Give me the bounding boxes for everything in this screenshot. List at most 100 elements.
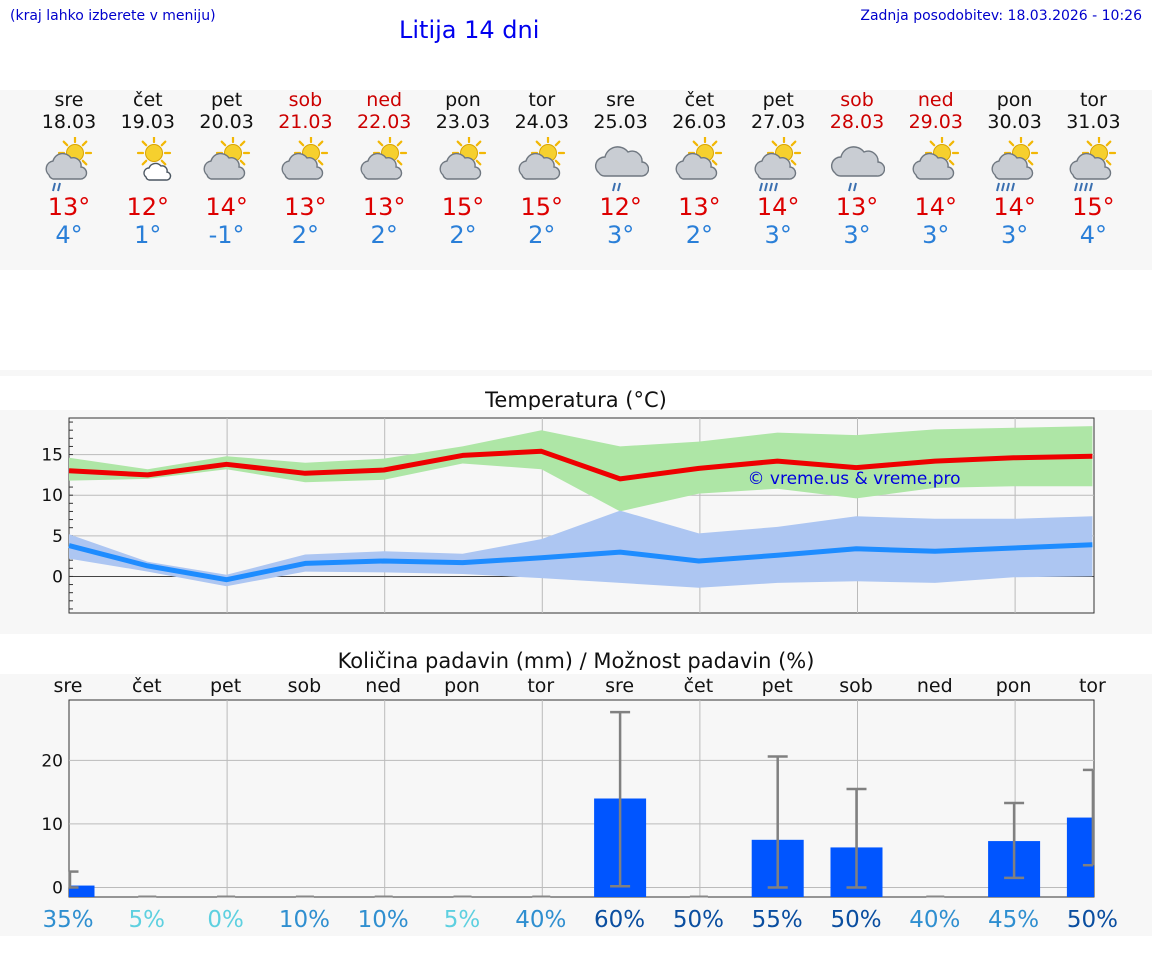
category-label: sre (54, 675, 83, 697)
precipitation-chart: sre čet pet sob ned pon tor sre čet pet sob ned pon t… (41, 675, 1118, 933)
min-temperature: 3° (922, 221, 950, 249)
max-temperature: 14° (756, 193, 800, 221)
precip-chance: 60% (594, 907, 645, 933)
day-column: čet 19.03 12° 1° (108, 89, 188, 249)
category-label: ned (917, 675, 953, 697)
day-column: čet 26.03 13° 2° (659, 89, 739, 249)
min-temperature: 3° (1000, 221, 1029, 249)
precip-chance: 10% (358, 907, 409, 933)
day-date: 29.03 (908, 111, 963, 133)
day-date: 23.03 (435, 111, 491, 133)
sun-cloud-icon (912, 137, 959, 180)
day-name: sre (606, 89, 636, 111)
sun-cloud-icon (360, 137, 408, 180)
sun-cloud-icon (281, 137, 329, 180)
precip-chance: 50% (830, 907, 881, 933)
divider (0, 370, 1152, 376)
y-tick-label: 0 (52, 878, 63, 898)
sun-cloud-icon (675, 137, 723, 180)
max-temperature: 14° (993, 193, 1036, 221)
min-temperature: 2° (291, 221, 320, 249)
sun-cloud-rain-icon (45, 137, 93, 192)
day-column: sob 21.03 13° 2° (265, 89, 345, 249)
max-temperature: 13° (835, 193, 879, 221)
day-date: 31.03 (1066, 111, 1121, 133)
day-column: tor 31.03 15° 4° (1053, 89, 1133, 249)
day-name: tor (528, 89, 556, 111)
max-temperature: 15° (1072, 193, 1115, 221)
category-label: sob (288, 675, 322, 697)
category-label: sre (605, 675, 634, 697)
min-temperature: 2° (449, 221, 477, 249)
max-temperature: 14° (205, 193, 248, 221)
series-band-max (69, 426, 1093, 512)
precip-chance: 50% (1067, 907, 1118, 933)
day-date: 30.03 (987, 111, 1042, 133)
day-name: pon (445, 89, 481, 111)
day-date: 20.03 (199, 111, 254, 133)
day-name: ned (366, 89, 403, 111)
min-temperature: 2° (370, 221, 398, 249)
day-date: 24.03 (514, 111, 569, 133)
category-label: pet (210, 675, 241, 697)
day-column: sre 25.03 12° 3° (581, 89, 661, 249)
plot-frame (68, 699, 1095, 898)
category-label: tor (1079, 675, 1106, 697)
sun-cloud-heavy-rain-icon (754, 137, 802, 192)
max-temperature: 14° (914, 193, 958, 221)
day-date: 26.03 (672, 111, 727, 133)
day-column: sob 28.03 13° 3° (817, 89, 897, 249)
category-label: pon (444, 675, 480, 697)
category-label: ned (365, 675, 401, 697)
min-temperature: 3° (843, 221, 871, 249)
category-label: pon (996, 675, 1032, 697)
day-column: ned 22.03 13° 2° (344, 89, 424, 249)
sun-small-cloud-icon (136, 137, 171, 181)
category-label: pet (762, 675, 793, 697)
sun-cloud-icon (203, 137, 250, 180)
precip-chance: 50% (673, 907, 724, 933)
max-temperature: 13° (284, 193, 327, 221)
precip-chance: 5% (129, 907, 166, 933)
precip-chance: 55% (752, 907, 803, 933)
day-column: ned 29.03 14° 3° (896, 89, 976, 249)
series-line-min (68, 542, 1093, 583)
series-band-min (69, 510, 1093, 588)
sun-cloud-heavy-rain-icon (991, 137, 1038, 192)
last-updated: Zadnja posodobitev: 18.03.2026 - 10:26 (860, 8, 1142, 24)
day-date: 19.03 (120, 111, 175, 133)
cloud-rain-icon (831, 146, 885, 192)
location-menu-hint[interactable]: (kraj lahko izberete v meniju) (10, 8, 216, 24)
page-title: Litija 14 dni (399, 16, 540, 44)
day-column: pon 23.03 15° 2° (423, 89, 503, 249)
day-name: pon (996, 89, 1033, 111)
precip-chance: 0% (207, 907, 244, 933)
day-name: tor (1079, 89, 1107, 111)
min-temperature: 4° (1079, 221, 1108, 249)
max-temperature: 15° (520, 193, 564, 221)
min-temperature: 1° (134, 221, 162, 249)
day-date: 27.03 (750, 111, 806, 133)
y-tick-label: 20 (41, 751, 63, 771)
day-name: čet (133, 89, 163, 111)
watermark: © vreme.us & vreme.pro (747, 469, 960, 489)
day-name: čet (684, 89, 715, 111)
y-tick-label: 10 (41, 486, 63, 506)
category-label: tor (527, 675, 554, 697)
temperature-chart-title: Temperatura (°C) (485, 388, 667, 412)
category-label: sob (839, 675, 873, 697)
category-label: čet (684, 675, 714, 697)
precip-chance: 45% (988, 907, 1039, 933)
precip-chance: 40% (515, 907, 566, 933)
day-date: 25.03 (593, 111, 648, 133)
day-column: pon 30.03 14° 3° (975, 89, 1055, 249)
precip-chance: 40% (909, 907, 960, 933)
max-temperature: 15° (441, 193, 485, 221)
max-temperature: 12° (599, 193, 642, 221)
min-temperature: 2° (528, 221, 556, 249)
max-temperature: 13° (678, 193, 721, 221)
day-date: 18.03 (41, 111, 97, 133)
day-date: 22.03 (356, 111, 412, 133)
precip-chance: 10% (279, 907, 330, 933)
sun-cloud-icon (439, 137, 487, 180)
